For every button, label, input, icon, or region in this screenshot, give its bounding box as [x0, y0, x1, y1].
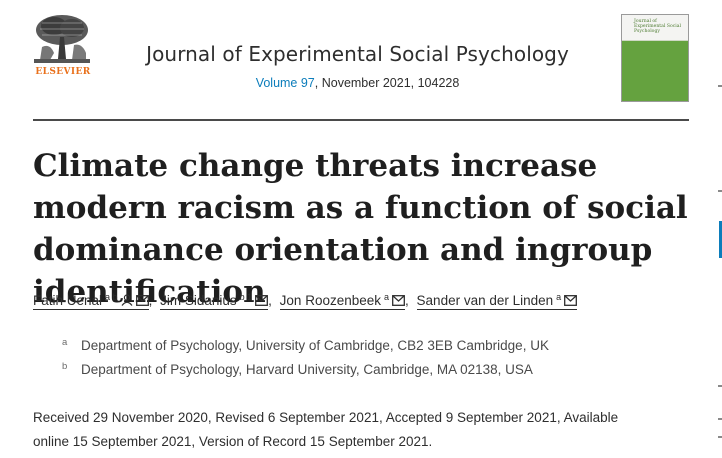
author-separator: , — [268, 293, 272, 308]
edge-fragment — [718, 385, 722, 387]
author-separator: , — [148, 293, 153, 308]
person-icon — [121, 294, 133, 306]
edge-fragment — [718, 190, 722, 192]
affiliation-label: a — [62, 337, 68, 348]
author-affiliation-marker: a — [556, 292, 562, 302]
author-jon-roozenbeek[interactable]: Jon Roozenbeek a — [279, 292, 406, 310]
author-name: Fatih Uenal — [33, 293, 103, 308]
cover-header: Journal of Experimental Social Psycholog… — [622, 15, 688, 41]
article-title: Climate change threats increase modern r… — [33, 148, 688, 310]
email-icon — [255, 295, 269, 306]
sidebar-edge-button[interactable] — [719, 221, 722, 258]
volume-link[interactable]: Volume 97 — [255, 76, 315, 90]
author-sander-van-der-linden[interactable]: Sander van der Linden a — [416, 292, 578, 310]
email-icon — [135, 295, 149, 306]
author-affiliation-marker: b 1 — [239, 292, 253, 302]
email-icon — [564, 295, 578, 306]
article-history-line: Received 29 November 2020, Revised 6 Sep… — [33, 410, 619, 425]
article-history-line: online 15 September 2021, Version of Rec… — [33, 434, 433, 449]
author-list: Fatih Uenal a b, Jim Sidanius b 1, Jon Roo… — [33, 292, 578, 310]
tree-logo-icon — [32, 13, 92, 67]
author-fatih-uenal[interactable]: Fatih Uenal a b — [33, 292, 149, 310]
issue-info: , November 2021, 104228 — [314, 76, 460, 90]
edge-fragment — [718, 418, 722, 420]
edge-fragment — [718, 85, 722, 87]
author-name: Sander van der Linden — [416, 293, 554, 308]
author-separator: , — [405, 293, 409, 308]
header-divider — [33, 119, 689, 121]
journal-title[interactable]: Journal of Experimental Social Psycholog… — [146, 42, 569, 66]
volume-info: Volume 97, November 2021, 104228 — [100, 76, 615, 90]
journal-cover-thumbnail[interactable]: Journal of Experimental Social Psycholog… — [621, 14, 689, 102]
publisher-name[interactable]: ELSEVIER — [35, 67, 91, 77]
affiliation-text: Department of Psychology, University of … — [81, 338, 549, 353]
email-icon — [392, 295, 405, 306]
author-name: Jim Sidanius — [160, 293, 237, 308]
author-jim-sidanius[interactable]: Jim Sidanius b 1 — [160, 292, 269, 310]
author-affiliation-marker: a b — [105, 292, 118, 302]
article-history: Received 29 November 2020, Revised 6 Sep… — [33, 406, 683, 454]
elsevier-logo[interactable] — [32, 13, 92, 79]
edge-fragment — [718, 436, 722, 438]
cover-image — [622, 41, 688, 101]
author-affiliation-marker: a — [384, 292, 390, 302]
affiliation-text: Department of Psychology, Harvard Univer… — [81, 362, 533, 377]
cover-title: Journal of Experimental Social Psycholog… — [634, 19, 681, 35]
affiliation-label: b — [62, 361, 68, 372]
author-name: Jon Roozenbeek — [279, 293, 381, 308]
